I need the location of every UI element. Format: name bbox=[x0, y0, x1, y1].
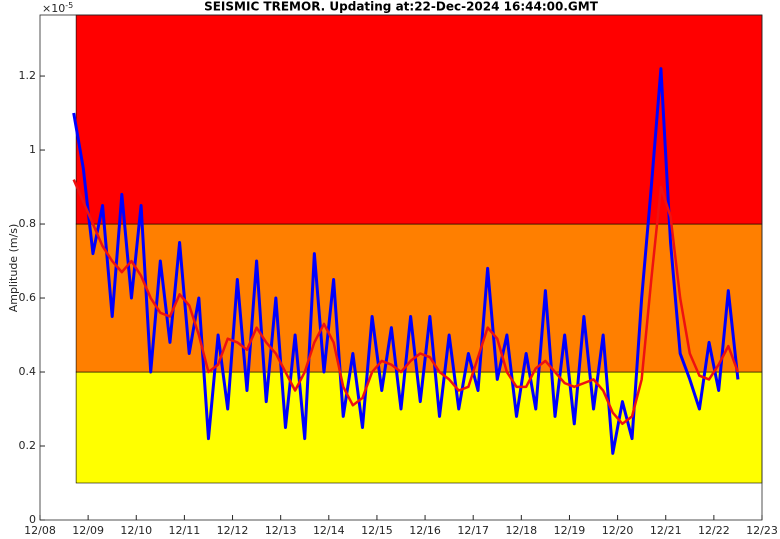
y-multiplier-exponent: -5 bbox=[65, 1, 73, 10]
y-tick-label: 0.6 bbox=[19, 291, 37, 304]
x-tick-label: 12/12 bbox=[217, 524, 249, 537]
y-tick-label: 1.2 bbox=[19, 69, 37, 82]
x-tick-label: 12/10 bbox=[120, 524, 152, 537]
y-tick-label: 0.2 bbox=[19, 439, 37, 452]
y-tick-label: 0.8 bbox=[19, 217, 37, 230]
y-multiplier: ×10-5 bbox=[42, 1, 73, 16]
x-tick-label: 12/20 bbox=[602, 524, 634, 537]
x-tick-label: 12/18 bbox=[505, 524, 537, 537]
x-tick-label: 12/15 bbox=[361, 524, 393, 537]
chart-title: SEISMIC TREMOR. Updating at:22-Dec-2024 … bbox=[204, 0, 599, 14]
x-tick-label: 12/16 bbox=[409, 524, 441, 537]
x-tick-label: 12/21 bbox=[650, 524, 682, 537]
x-tick-label: 12/17 bbox=[457, 524, 489, 537]
series-line bbox=[72, 179, 740, 426]
alert-band bbox=[75, 14, 763, 225]
x-tick-label: 12/08 bbox=[24, 524, 56, 537]
x-tick-label: 12/23 bbox=[746, 524, 778, 537]
y-axis-label: Amplitude (m/s) bbox=[7, 224, 20, 313]
x-tick-label: 12/14 bbox=[313, 524, 345, 537]
x-tick-label: 12/09 bbox=[72, 524, 104, 537]
axes-box bbox=[39, 14, 763, 521]
y-tick-label: 0 bbox=[29, 513, 36, 526]
x-tick-label: 12/19 bbox=[554, 524, 586, 537]
y-tick-label: 0.4 bbox=[19, 365, 37, 378]
x-tick-label: 12/11 bbox=[169, 524, 201, 537]
y-multiplier-base: ×10 bbox=[42, 2, 65, 15]
y-tick-label: 1 bbox=[29, 143, 36, 156]
x-tick-label: 12/22 bbox=[698, 524, 730, 537]
x-tick-label: 12/13 bbox=[265, 524, 297, 537]
